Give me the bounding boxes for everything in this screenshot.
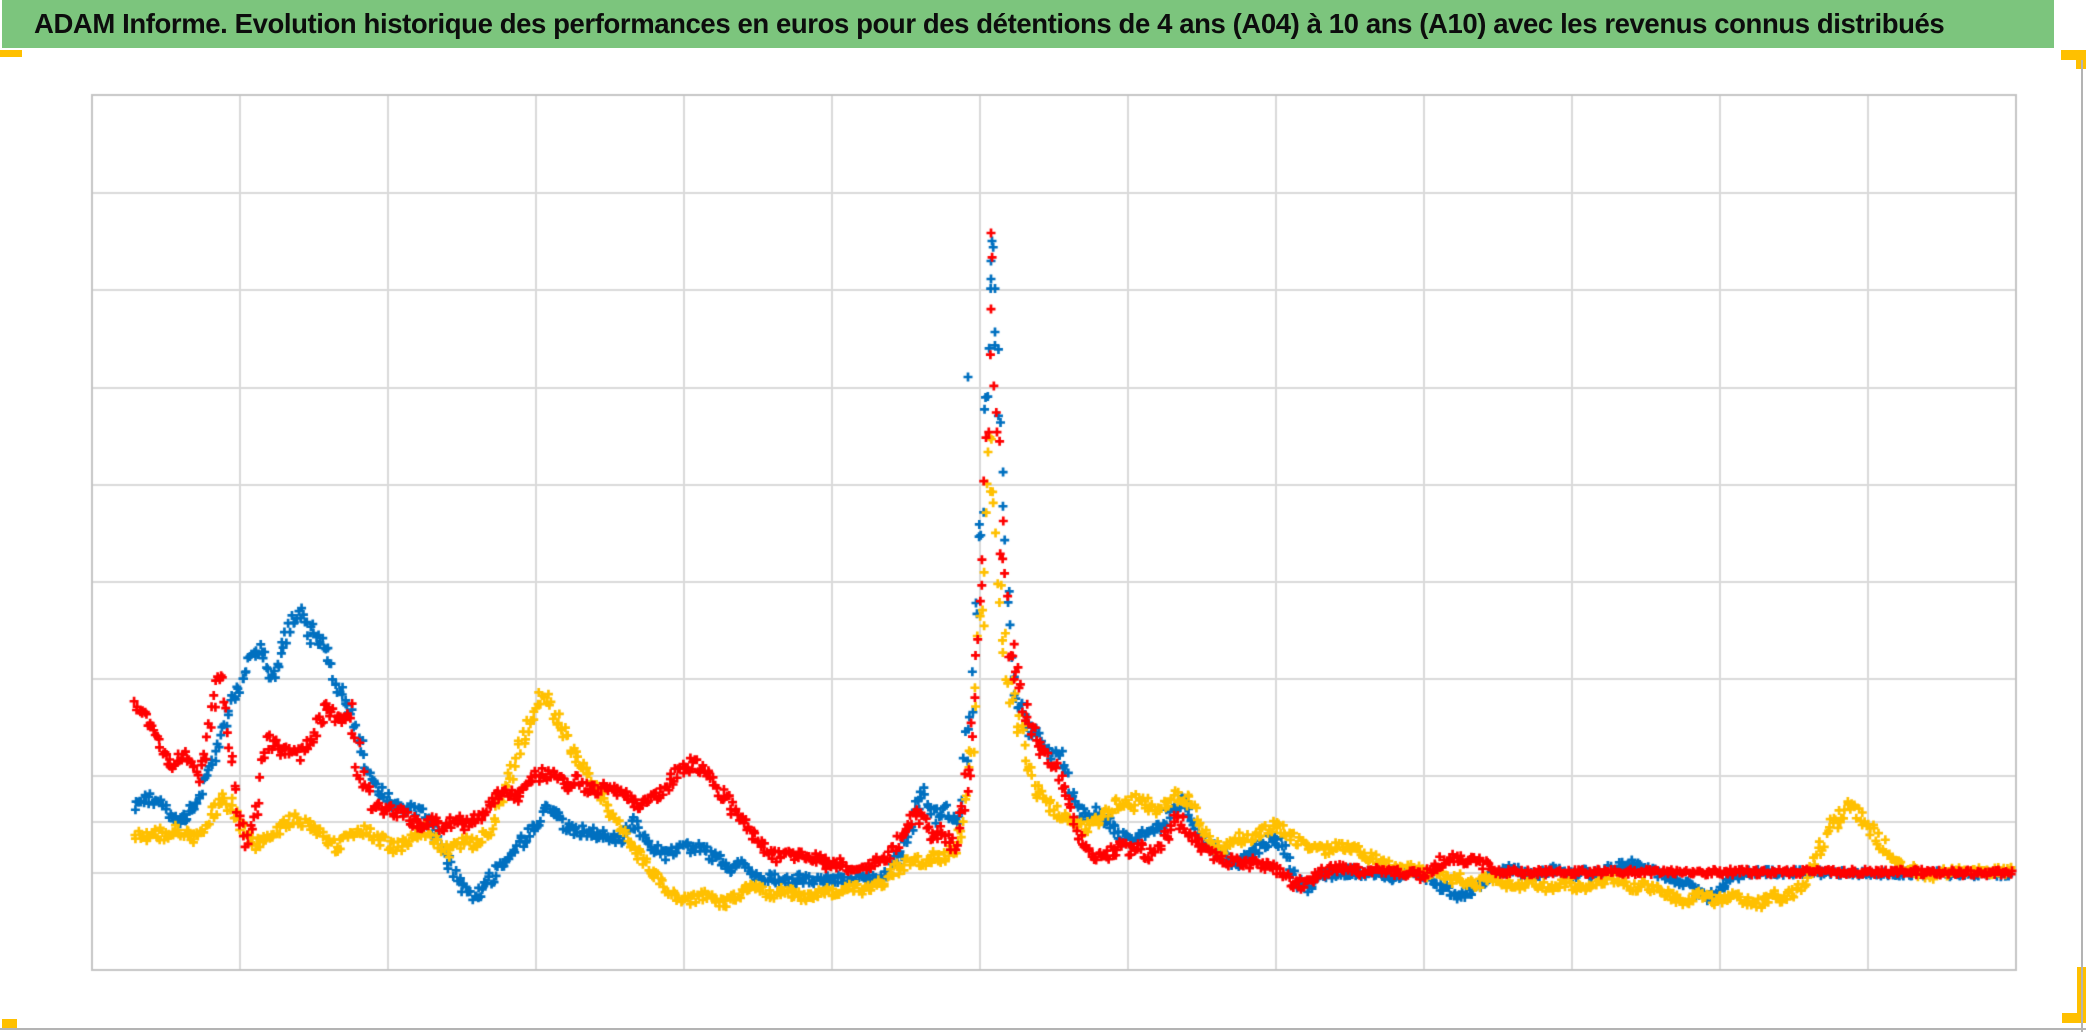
accent-bottom-left-tab (2, 1019, 17, 1029)
accent-top-right-corner-h (2061, 50, 2086, 60)
accent-top-left-tab (0, 50, 22, 57)
slide-bottom-border (0, 1028, 2086, 1030)
slide-right-border (2081, 60, 2083, 1032)
accent-top-right-corner-v (2076, 50, 2086, 69)
accent-bottom-right-corner-h (2062, 1013, 2086, 1023)
